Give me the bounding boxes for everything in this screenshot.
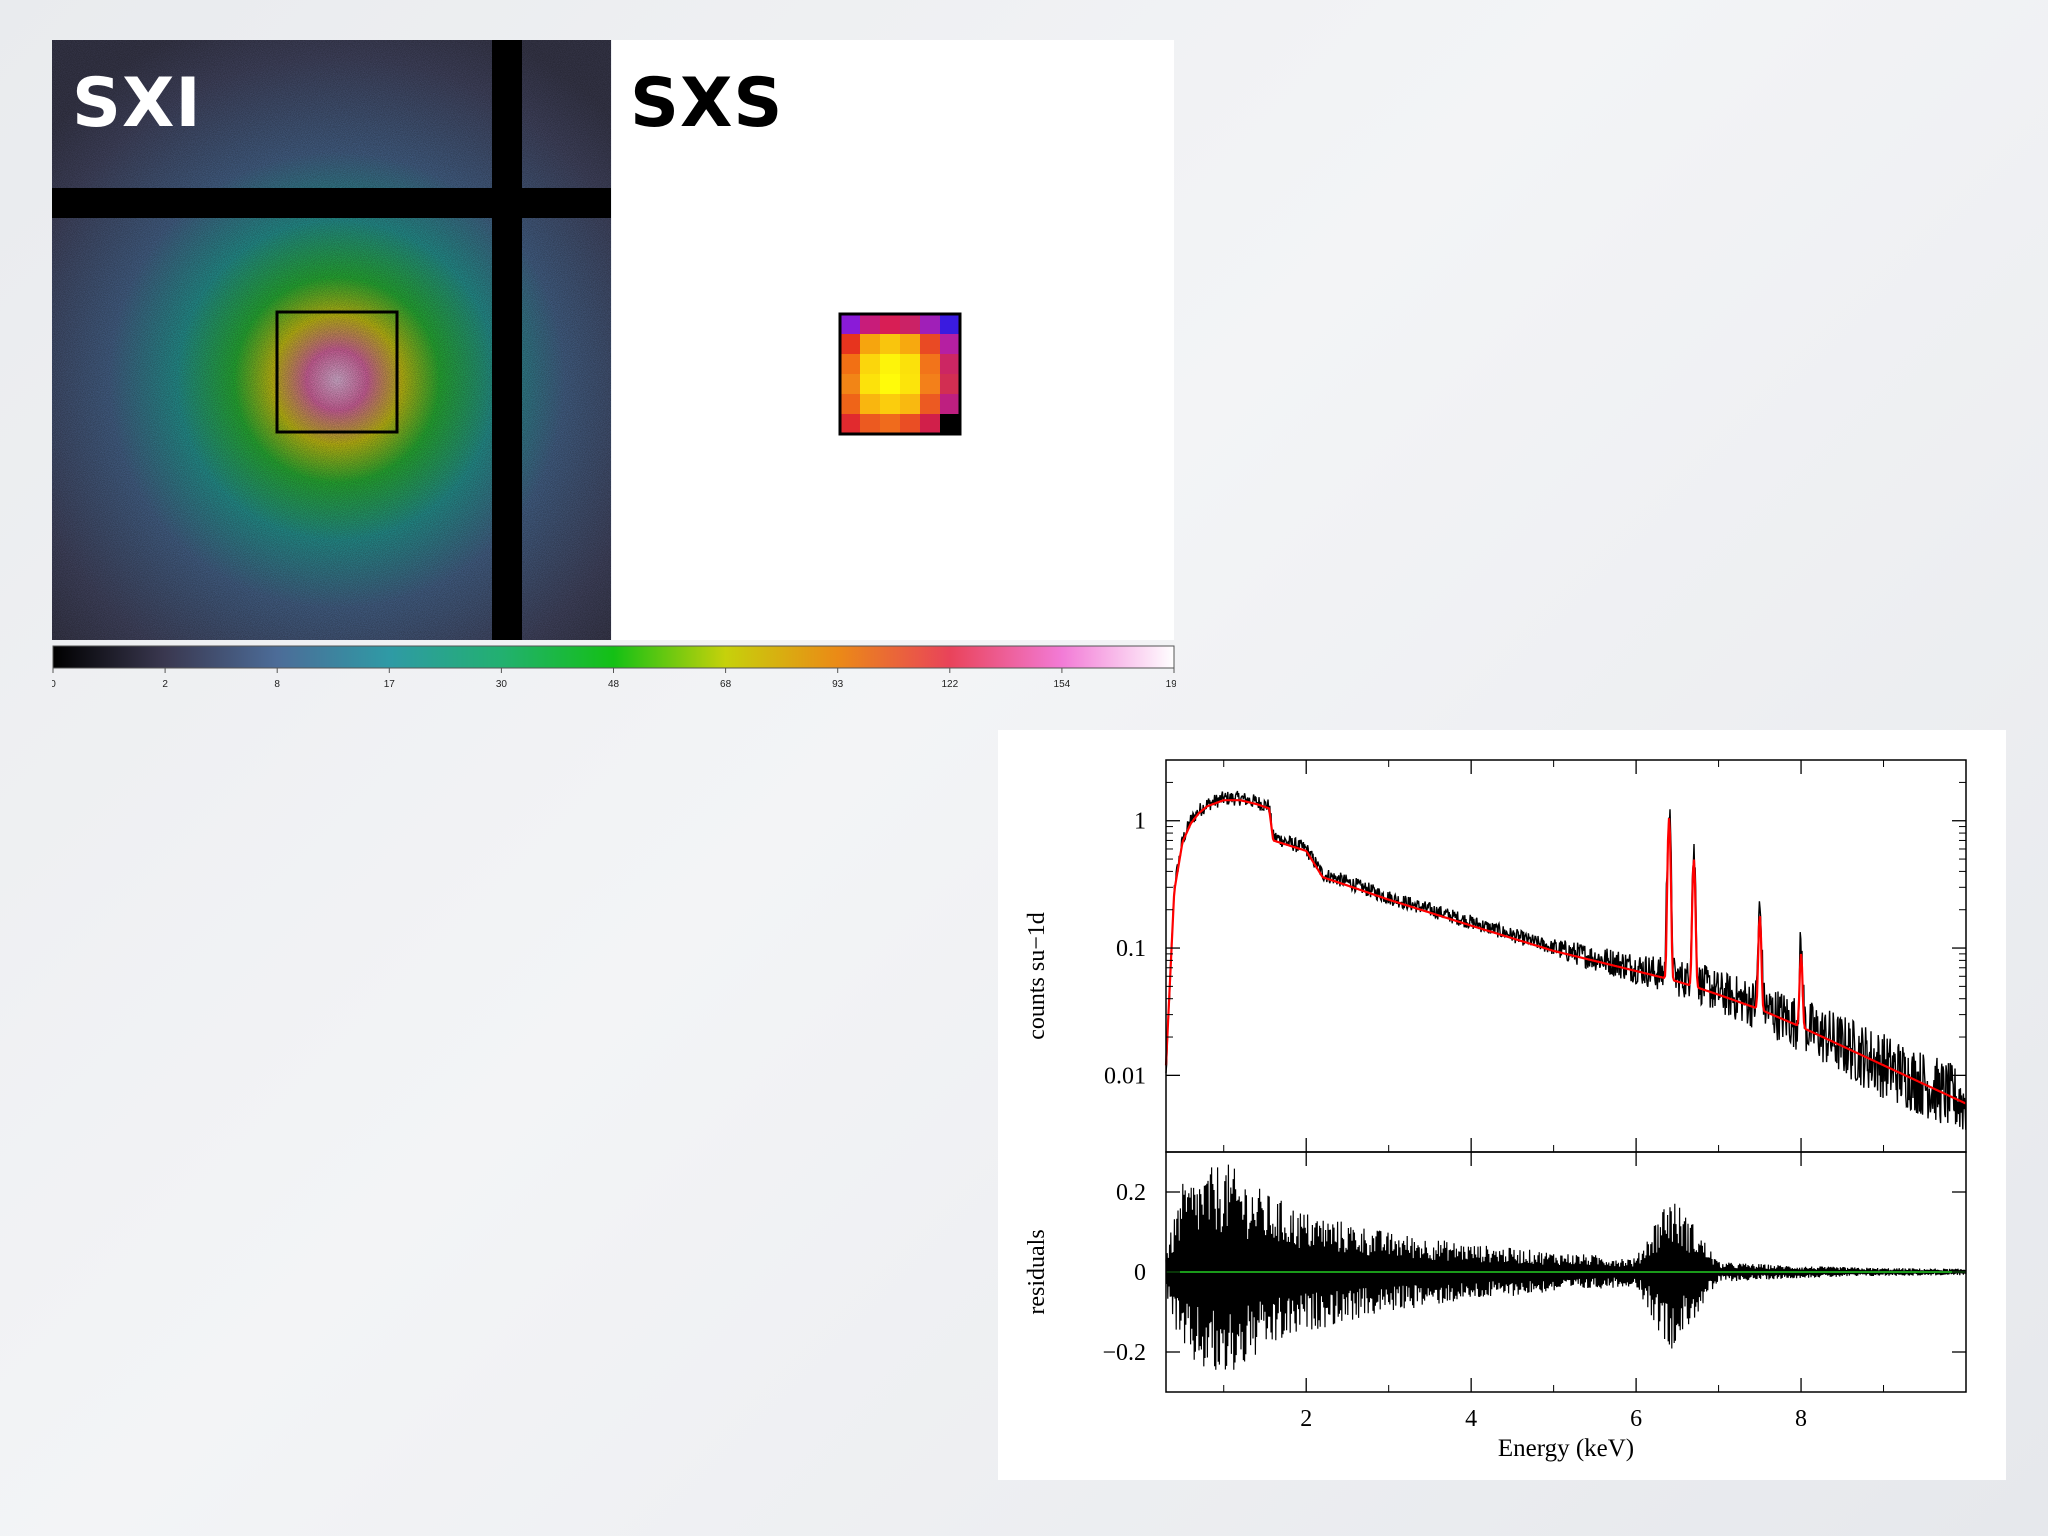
spectrum-model-series — [1164, 799, 1967, 1105]
colorbar-tick-label: 30 — [496, 679, 508, 690]
colorbar-tick-label: 122 — [941, 679, 958, 690]
residuals-xtick-label: 4 — [1465, 1406, 1477, 1432]
sxs-title: SXS — [630, 64, 784, 143]
sxi-image: SXI — [52, 40, 611, 640]
residuals-xtick-label: 2 — [1300, 1406, 1312, 1432]
colorbar-tick-label: 0 — [52, 679, 56, 690]
spectrum-chart: 1 0.1 0.01 counts su−1d 0.2 0 −0.2 2 4 6 8 residua… — [1024, 759, 1967, 1462]
colorbar-tick-label: 2 — [162, 679, 168, 690]
spectrum-data-series — [1165, 790, 1967, 1130]
colorbar-tick-label: 17 — [384, 679, 396, 690]
colorbar-tick-label: 48 — [608, 679, 620, 690]
residuals-xtick-label: 8 — [1795, 1406, 1807, 1432]
colorbar-canvas: 0 2 8 17 30 48 68 93 122 154 190 — [50, 645, 1183, 690]
colorbar-tick-label: 93 — [832, 679, 844, 690]
colorbar-ramp — [52, 645, 1175, 669]
spectrum-ytick-label: 0.1 — [1116, 936, 1146, 962]
spectrum-ylabel: counts su−1d — [1024, 912, 1050, 1040]
spectrum-ytick-label: 1 — [1134, 809, 1146, 835]
residuals-ytick-label: 0.2 — [1116, 1180, 1146, 1206]
residuals-data-series — [1165, 1164, 1967, 1370]
sxs-pixel-array — [838, 312, 962, 436]
colorbar-tick-label: 190 — [1166, 679, 1176, 690]
spectrum-ytick-label: 0.01 — [1104, 1063, 1146, 1089]
energy-xlabel: Energy (keV) — [1498, 1435, 1634, 1462]
residuals-ytick-label: −0.2 — [1102, 1340, 1146, 1366]
colorbar-tick-label: 68 — [720, 679, 732, 690]
sxi-image-canvas — [52, 40, 611, 640]
residuals-xtick-label: 6 — [1630, 1406, 1642, 1432]
sxs-image: SXS — [612, 40, 1174, 640]
sxi-title: SXI — [72, 64, 202, 143]
colorbar: 0 2 8 17 30 48 68 93 122 154 190 — [50, 645, 1183, 695]
spectrum-figure: 1 0.1 0.01 counts su−1d 0.2 0 −0.2 2 4 6 8 residua… — [998, 730, 2006, 1480]
colorbar-tick-label: 154 — [1054, 679, 1071, 690]
chip-gap-horizontal — [52, 188, 611, 218]
residuals-ytick-label: 0 — [1134, 1260, 1146, 1286]
chip-gap-vertical — [492, 40, 522, 640]
sxs-fov-box — [275, 310, 399, 434]
colorbar-tick-label: 8 — [274, 679, 280, 690]
residuals-ylabel: residuals — [1024, 1229, 1050, 1314]
